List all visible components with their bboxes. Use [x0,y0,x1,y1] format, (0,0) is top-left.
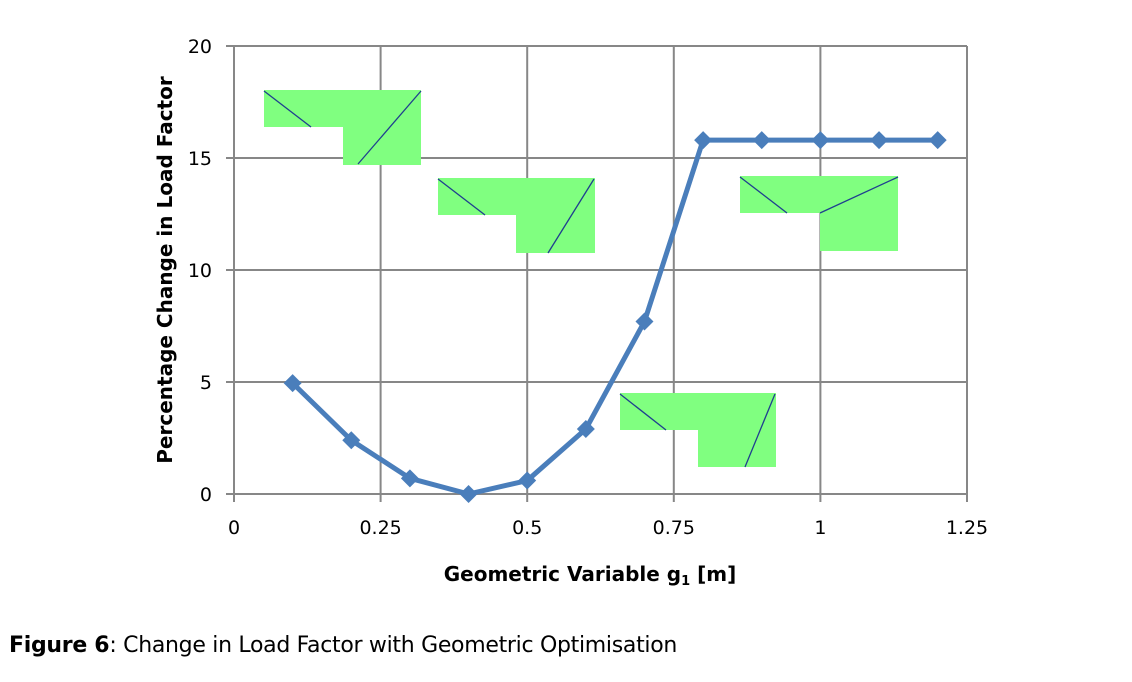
y-tick-label: 20 [188,36,212,58]
x-tick-label: 0.25 [359,517,401,539]
x-tick-label: 0.5 [512,517,542,539]
geometry-inset-1 [263,90,422,165]
data-series [283,131,947,503]
geometry-inset-3 [739,176,899,251]
diamond-marker [635,312,654,331]
diamond-marker [518,471,537,490]
diamond-marker [342,431,361,450]
y-axis-title: Percentage Change in Load Factor [153,76,177,464]
geometry-inset-2 [437,178,595,254]
y-tick-label: 0 [200,484,212,506]
geometry-insets [263,90,899,468]
x-axis-title-main: Geometric Variable g [444,562,681,586]
diamond-marker [576,420,595,439]
y-tick-label: 10 [188,260,212,282]
x-axis-title-subscript: 1 [681,574,690,589]
y-tick-label: 5 [200,372,212,394]
diamond-marker [400,469,419,488]
diamond-marker [870,131,889,150]
figure-caption-text: : Change in Load Factor with Geometric O… [109,633,678,658]
y-tick-label: 15 [188,148,212,170]
x-tick-label: 0 [228,517,240,539]
axes [233,46,967,495]
figure-label: Figure 6 [9,633,110,658]
diamond-marker [752,131,771,150]
geometry-inset-4 [619,393,776,468]
series-line [290,137,938,497]
x-axis-title-unit: [m] [690,562,736,586]
tick-labels: 0 5 10 15 20 0 0.25 0.5 0.75 1 1.25 [188,36,988,539]
diamond-marker [928,131,947,150]
diamond-marker [694,131,713,150]
diamond-marker [459,485,478,503]
x-tick-label: 0.75 [653,517,695,539]
figure-caption: Figure 6: Change in Load Factor with Geo… [9,633,677,658]
diamond-marker [283,374,302,393]
x-axis-title: Geometric Variable g1 [m] [444,562,736,589]
diamond-marker [811,131,830,150]
x-tick-label: 1 [814,517,826,539]
x-tick-label: 1.25 [946,517,988,539]
